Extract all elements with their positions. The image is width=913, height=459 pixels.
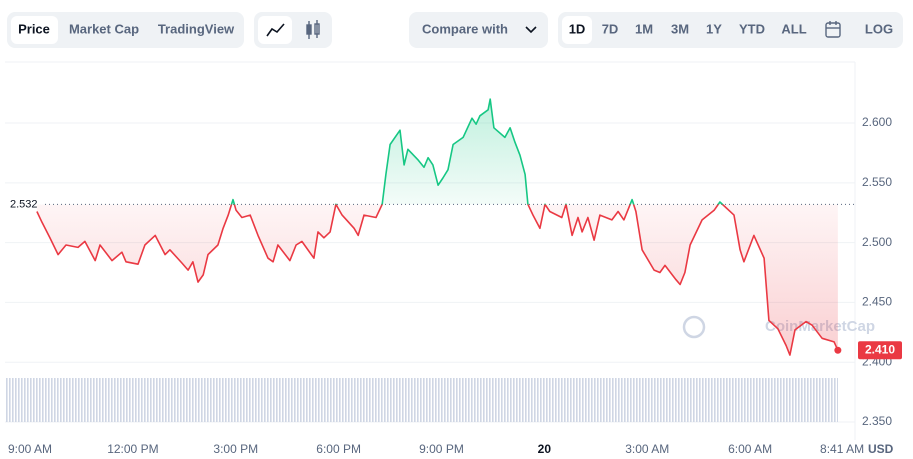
tab-active[interactable] xyxy=(11,16,58,44)
range-button[interactable]: 1D xyxy=(569,21,586,36)
reference-label: 2.532 xyxy=(10,198,38,210)
x-tick-label: 9:00 AM xyxy=(8,442,52,456)
chevron xyxy=(525,26,537,34)
range-button[interactable]: YTD xyxy=(739,21,765,36)
log-button[interactable]: LOG xyxy=(865,21,893,36)
range-button[interactable]: 1M xyxy=(635,21,653,36)
tab[interactable]: TradingView xyxy=(158,21,235,36)
y-unit: USD xyxy=(868,442,894,456)
x-tick-label: 8:41 AM xyxy=(820,442,864,456)
tab-group xyxy=(7,12,244,48)
range-group xyxy=(558,12,903,48)
y-tick-label: 2.350 xyxy=(862,414,892,428)
volume-bars xyxy=(5,378,838,422)
tab[interactable]: Market Cap xyxy=(69,21,139,36)
last-price-label: 2.410 xyxy=(865,342,895,356)
calendar-icon[interactable] xyxy=(825,21,841,38)
x-tick-label: 20 xyxy=(538,442,552,456)
price-line xyxy=(36,98,839,356)
last-price-box xyxy=(858,341,902,360)
y-tick-label: 2.450 xyxy=(862,295,892,309)
x-tick-label: 3:00 PM xyxy=(213,442,258,456)
range-active[interactable] xyxy=(562,16,592,44)
price-area xyxy=(36,99,838,356)
range-button[interactable]: 7D xyxy=(602,21,619,36)
compare-dropdown[interactable] xyxy=(409,12,548,48)
y-tick-label: 2.600 xyxy=(862,115,892,129)
tab[interactable]: Price xyxy=(18,21,50,36)
y-tick-label: 2.500 xyxy=(862,235,892,249)
x-tick-label: 12:00 PM xyxy=(107,442,158,456)
x-tick-label: 9:00 PM xyxy=(419,442,464,456)
x-tick-label: 6:00 AM xyxy=(728,442,772,456)
last-point xyxy=(834,346,842,354)
range-button[interactable]: 3M xyxy=(671,21,689,36)
range-button[interactable]: 1Y xyxy=(706,21,722,36)
compare-label[interactable]: Compare with xyxy=(422,21,508,36)
y-tick-label: 2.550 xyxy=(862,175,892,189)
watermark-logo xyxy=(682,315,706,339)
line-icon xyxy=(266,23,285,37)
x-tick-label: 6:00 PM xyxy=(316,442,361,456)
x-tick-label: 3:00 AM xyxy=(625,442,669,456)
range-button[interactable]: ALL xyxy=(781,21,806,36)
candle-icon[interactable] xyxy=(306,20,320,39)
